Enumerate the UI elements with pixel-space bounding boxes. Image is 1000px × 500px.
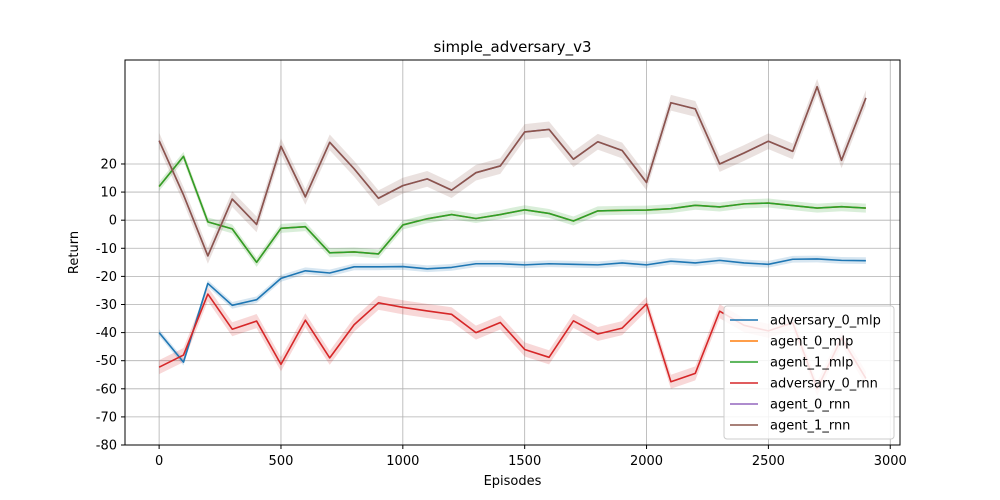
y-axis-label: Return bbox=[67, 231, 82, 274]
legend-label: adversary_0_rnn bbox=[770, 377, 878, 392]
y-tick-label: 20 bbox=[100, 157, 117, 172]
legend: adversary_0_mlp agent_0_mlp agent_1_mlpadv… bbox=[723, 305, 895, 440]
y-tick-label: -30 bbox=[96, 298, 117, 313]
series-lines bbox=[158, 85, 867, 390]
x-axis-label: Episodes bbox=[484, 474, 542, 489]
series-line-adversary_0_mlp bbox=[158, 258, 866, 363]
band-agent_1_mlp bbox=[159, 151, 866, 267]
legend-label: agent_1_rnn bbox=[770, 419, 850, 434]
x-tick-label: 1000 bbox=[386, 454, 419, 469]
y-tick-label: -10 bbox=[96, 242, 117, 257]
x-tick-label: 3000 bbox=[874, 454, 907, 469]
y-tick-label: 0 bbox=[109, 214, 117, 229]
plot-frame bbox=[124, 59, 901, 446]
axis-ticks: 0 500 1000 1500 2000 2500 3000 -80 -70 -60 -50 -40 -… bbox=[96, 157, 907, 469]
band-adversary_0_rnn bbox=[159, 287, 866, 396]
y-tick-label: -40 bbox=[96, 326, 117, 341]
y-tick-label: -60 bbox=[96, 382, 117, 397]
legend-box bbox=[723, 305, 895, 440]
legend-label: agent_0_rnn bbox=[770, 398, 850, 413]
series-line-agent_1_rnn bbox=[158, 85, 867, 257]
series-line-agent_1_mlp bbox=[158, 155, 866, 264]
y-tick-label: -20 bbox=[96, 270, 117, 285]
y-tick-label: -70 bbox=[96, 410, 117, 425]
x-tick-label: 0 bbox=[155, 454, 163, 469]
chart-title: simple_adversary_v3 bbox=[434, 38, 592, 57]
x-tick-label: 1500 bbox=[508, 454, 541, 469]
x-tick-label: 2000 bbox=[630, 454, 663, 469]
confidence-bands bbox=[159, 78, 866, 396]
legend-label: agent_1_mlp bbox=[770, 356, 853, 371]
legend-label: adversary_0_mlp bbox=[770, 314, 881, 329]
y-tick-label: -50 bbox=[96, 354, 117, 369]
y-tick-label: 10 bbox=[100, 186, 117, 201]
x-tick-label: 2500 bbox=[752, 454, 785, 469]
legend-label: agent_0_mlp bbox=[770, 335, 853, 350]
y-tick-label: -80 bbox=[96, 439, 117, 454]
x-tick-label: 500 bbox=[269, 454, 294, 469]
